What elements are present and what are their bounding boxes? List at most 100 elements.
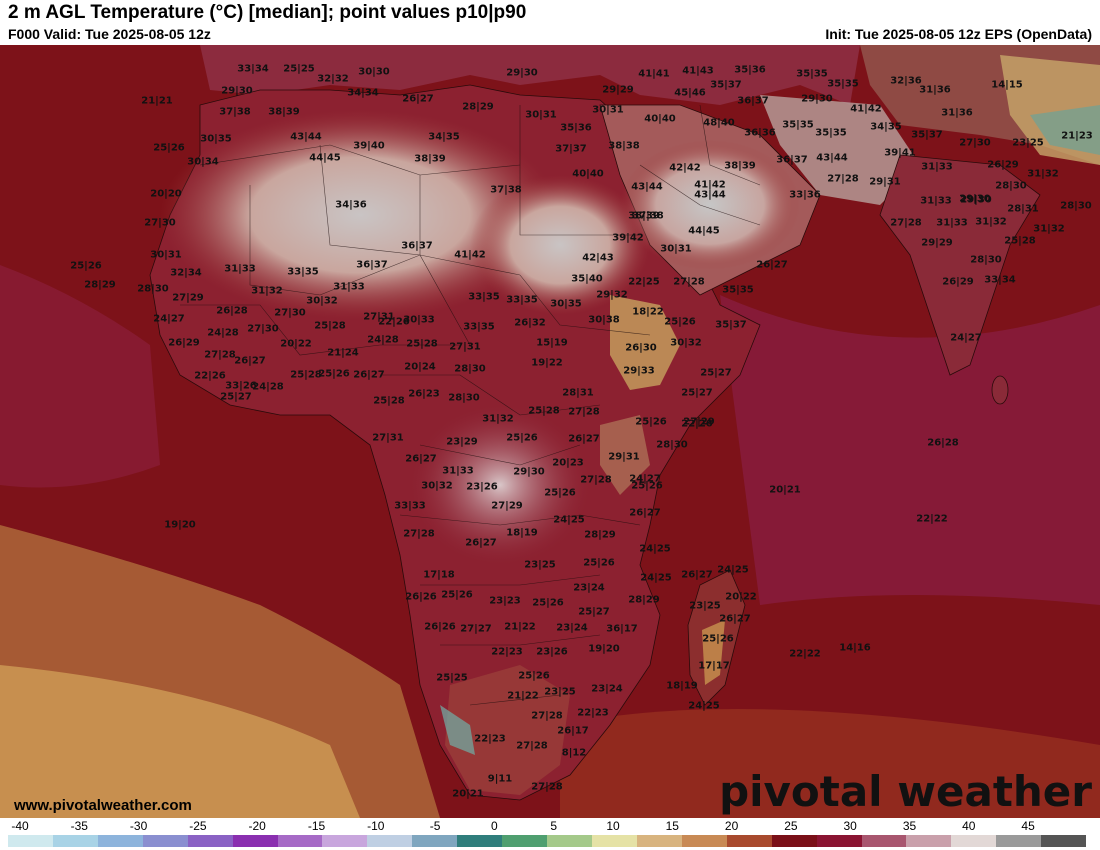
point-value-label: 28|30 <box>1060 200 1092 212</box>
point-value-label: 31|32 <box>251 285 283 297</box>
point-value-label: 29|30 <box>959 193 991 205</box>
init-time: Init: Tue 2025-08-05 12z EPS (OpenData) <box>825 26 1092 42</box>
point-value-label: 27|28 <box>516 740 548 752</box>
colorbar-tick-label: 45 <box>1021 819 1035 833</box>
point-value-label: 31|33 <box>921 161 953 173</box>
point-value-label: 26|29 <box>168 337 200 349</box>
colorbar-tick-label: -20 <box>248 819 266 833</box>
colorbar-segment <box>277 835 323 847</box>
point-value-label: 30|31 <box>592 104 624 116</box>
point-value-label: 34|35 <box>428 131 460 143</box>
point-value-label: 8|12 <box>561 747 587 759</box>
point-value-label: 14|15 <box>991 79 1023 91</box>
point-value-label: 26|23 <box>408 388 440 400</box>
colorbar-segment <box>52 835 98 847</box>
point-value-label: 28|29 <box>584 529 616 541</box>
point-value-label: 30|30 <box>358 66 390 78</box>
point-value-label: 29|29 <box>921 237 953 249</box>
europe-land <box>200 45 860 105</box>
point-value-label: 9|11 <box>487 773 513 785</box>
point-value-label: 25|26 <box>631 480 663 492</box>
point-value-label: 24|28 <box>252 381 284 393</box>
colorbar-tick-label: -30 <box>129 819 148 833</box>
colorbar-segment <box>636 835 682 847</box>
colorbar: -40 -35 -30 -25 -20 -15 -10 -5 0 5 10 15 20 25 30 35 40 4… <box>0 818 1100 850</box>
point-value-label: 27|29 <box>683 416 715 428</box>
point-value-label: 25|27 <box>220 391 252 403</box>
point-value-label: 43|44 <box>694 189 726 201</box>
point-value-label: 25|26 <box>635 416 667 428</box>
point-value-label: 43|44 <box>290 131 322 143</box>
point-value-label: 33|35 <box>287 266 319 278</box>
point-value-label: 29|31 <box>608 451 640 463</box>
point-value-label: 28|30 <box>970 254 1002 266</box>
point-value-label: 25|26 <box>544 487 576 499</box>
point-value-label: 22|22 <box>789 648 821 660</box>
point-value-label: 30|32 <box>421 480 453 492</box>
point-value-label: 27|28 <box>531 781 563 793</box>
point-value-label: 26|29 <box>942 276 974 288</box>
point-value-label: 27|29 <box>491 500 523 512</box>
point-value-label: 22|25 <box>628 276 660 288</box>
point-value-label: 22|22 <box>916 513 948 525</box>
point-value-label: 25|26 <box>441 589 473 601</box>
point-value-label: 21|22 <box>504 621 536 633</box>
south-africa-cold <box>440 705 475 755</box>
point-value-label: 30|35 <box>550 298 582 310</box>
point-value-label: 31|32 <box>1033 223 1065 235</box>
point-value-label: 28|30 <box>454 363 486 375</box>
colorbar-tick-label: 40 <box>962 819 976 833</box>
colorbar-segment <box>996 835 1042 847</box>
point-value-label: 45|46 <box>674 87 706 99</box>
point-value-label: 27|28 <box>580 474 612 486</box>
point-value-label: 35|36 <box>560 122 592 134</box>
point-value-label: 39|42 <box>612 232 644 244</box>
country-borders <box>180 104 761 706</box>
point-value-label: 41|42 <box>850 103 882 115</box>
point-value-label: 17|17 <box>698 660 730 672</box>
ethiopia-highlands <box>610 295 680 390</box>
point-value-label: 29|30 <box>960 194 992 206</box>
sahara-hot <box>160 110 560 320</box>
point-value-label: 37|38 <box>490 184 522 196</box>
point-value-label: 37|38 <box>219 106 251 118</box>
point-value-label: 29|31 <box>869 176 901 188</box>
point-value-label: 35|35 <box>815 127 847 139</box>
point-value-label: 42|42 <box>669 162 701 174</box>
point-value-label: 30|32 <box>306 295 338 307</box>
point-value-label: 24|25 <box>717 564 749 576</box>
point-value-label: 26|27 <box>568 433 600 445</box>
website-label[interactable]: www.pivotalweather.com <box>14 797 192 814</box>
point-value-label: 17|18 <box>423 569 455 581</box>
point-value-label: 18|19 <box>506 527 538 539</box>
point-value-label: 35|35 <box>796 68 828 80</box>
point-value-label: 26|28 <box>216 305 248 317</box>
point-value-label: 38|39 <box>414 153 446 165</box>
colorbar-segment <box>1041 835 1087 847</box>
point-value-label: 19|22 <box>531 357 563 369</box>
temperature-map: 33|34 25|25 32|32 30|30 29|30 41|41 41|43 35|36… <box>0 45 1100 818</box>
point-value-label: 26|27 <box>719 613 751 625</box>
point-value-label: 26|27 <box>353 369 385 381</box>
colorbar-segment <box>412 835 458 847</box>
point-value-label: 33|33 <box>394 500 426 512</box>
point-value-label: 30|33 <box>403 314 435 326</box>
colorbar-segment <box>951 835 997 847</box>
point-value-label: 35|35 <box>722 284 754 296</box>
point-value-label: 22|26 <box>194 370 226 382</box>
point-value-label: 35|37 <box>710 79 742 91</box>
point-value-label: 25|25 <box>436 672 468 684</box>
point-value-label: 39|40 <box>353 140 385 152</box>
point-value-label: 35|40 <box>571 273 603 285</box>
point-value-label: 28|30 <box>656 439 688 451</box>
colorbar-segment <box>502 835 548 847</box>
point-value-label: 37|37 <box>555 143 587 155</box>
point-value-label: 26|29 <box>987 159 1019 171</box>
point-value-label: 33|35 <box>468 291 500 303</box>
point-value-label: 38|38 <box>608 140 640 152</box>
point-value-label: 20|22 <box>725 591 757 603</box>
point-value-label: 25|26 <box>506 432 538 444</box>
colorbar-tick-label: 20 <box>724 819 739 833</box>
point-value-label: 27|28 <box>204 349 236 361</box>
point-value-label: 35|36 <box>734 64 766 76</box>
